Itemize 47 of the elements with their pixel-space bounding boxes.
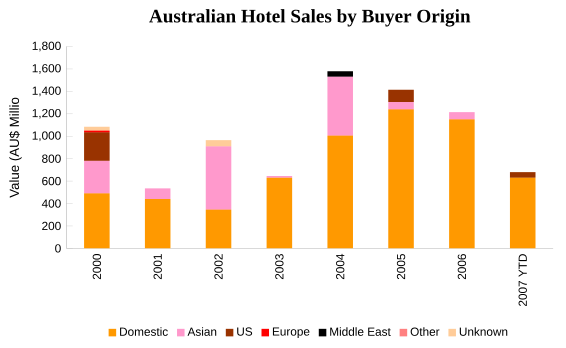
legend-label: US [237, 327, 252, 336]
y-tick-label: 200 [42, 222, 61, 230]
bar [206, 210, 232, 248]
y-tick-label: 1,200 [32, 108, 61, 119]
y-tick-label: 1,400 [32, 86, 61, 96]
bar [327, 136, 353, 248]
legend-label: Other [410, 327, 440, 336]
legend-label: Europe [272, 327, 310, 338]
legend-label: Asian [188, 327, 216, 336]
x-tick-label: 2006 [458, 254, 466, 280]
bar [388, 90, 414, 102]
legend-label: Domestic [120, 327, 168, 336]
x-tick-label: 2007 YTD [518, 254, 527, 306]
x-tick-label: 2000 [92, 254, 102, 280]
y-tick-label: 400 [42, 199, 61, 208]
x-tick-label: 2005 [396, 254, 406, 280]
bar [510, 178, 536, 248]
bar [144, 188, 170, 200]
legend-label: Middle East [330, 327, 391, 336]
legend-label: Unknown [460, 327, 508, 336]
bar [144, 199, 170, 248]
x-tick-label: 2004 [336, 254, 344, 280]
y-tick-label: 0 [55, 244, 61, 253]
bar [388, 109, 414, 248]
y-tick-label: 800 [42, 154, 61, 163]
bar [84, 193, 110, 248]
bar [84, 132, 110, 161]
bar [206, 140, 232, 146]
bar [449, 119, 475, 248]
bar [84, 160, 110, 194]
y-axis-title: Value (AU$ Millio [9, 98, 22, 198]
x-tick-label: 2002 [214, 254, 223, 280]
bar [206, 146, 232, 210]
bar [388, 102, 414, 110]
y-tick-label: 1,600 [32, 64, 61, 74]
x-tick-label: 2003 [275, 254, 284, 280]
bar [510, 172, 536, 178]
y-tick-label: 1,800 [32, 42, 61, 52]
x-tick-label: 2001 [154, 254, 162, 280]
chart-title: Australian Hotel Sales by Buyer Origin [149, 9, 470, 27]
y-tick-label: 1,000 [32, 131, 61, 142]
bar [327, 76, 353, 136]
bar [266, 178, 292, 248]
bar [327, 71, 353, 77]
y-tick-label: 600 [42, 176, 61, 186]
bar [449, 112, 475, 120]
bar [84, 126, 110, 131]
